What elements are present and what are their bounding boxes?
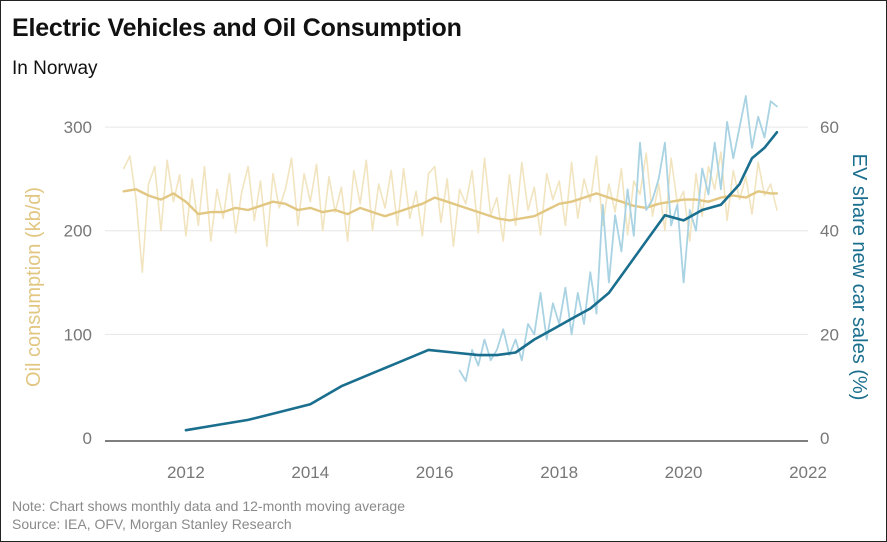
x-tick-label: 2014 [291,463,329,482]
chart-title: Electric Vehicles and Oil Consumption [12,14,462,42]
x-tick-label: 2016 [416,463,454,482]
oil-moving-average-line [122,188,779,222]
x-tick-label: 2018 [540,463,578,482]
left-tick-label: 300 [64,118,92,137]
right-tick-label: 0 [820,429,829,448]
right-tick-label: 20 [820,325,839,344]
ev-moving-average-line [184,131,779,432]
ev-monthly-line [458,95,778,382]
series-layer [122,95,779,432]
left-tick-label: 200 [64,222,92,241]
right-axis-title: EV share new car sales (%) [848,154,870,401]
left-tick-label: 0 [83,429,92,448]
x-tick-label: 2012 [167,463,205,482]
x-tick-label: 2020 [665,463,703,482]
footnote: Note: Chart shows monthly data and 12-mo… [12,497,405,533]
right-tick-label: 40 [820,222,839,241]
left-axis-title: Oil consumption (kb/d) [23,187,45,387]
right-tick-label: 60 [820,118,839,137]
axes-layer: 0 100 200 300 0 20 40 60 2012 2014 2016 2018 2020 202… [23,118,870,482]
x-tick-label: 2022 [789,463,827,482]
note-text: Note: Chart shows monthly data and 12-mo… [12,498,405,514]
left-tick-label: 100 [64,325,92,344]
chart-subtitle: In Norway [12,58,98,79]
source-text: Source: IEA, OFV, Morgan Stanley Researc… [12,516,292,532]
